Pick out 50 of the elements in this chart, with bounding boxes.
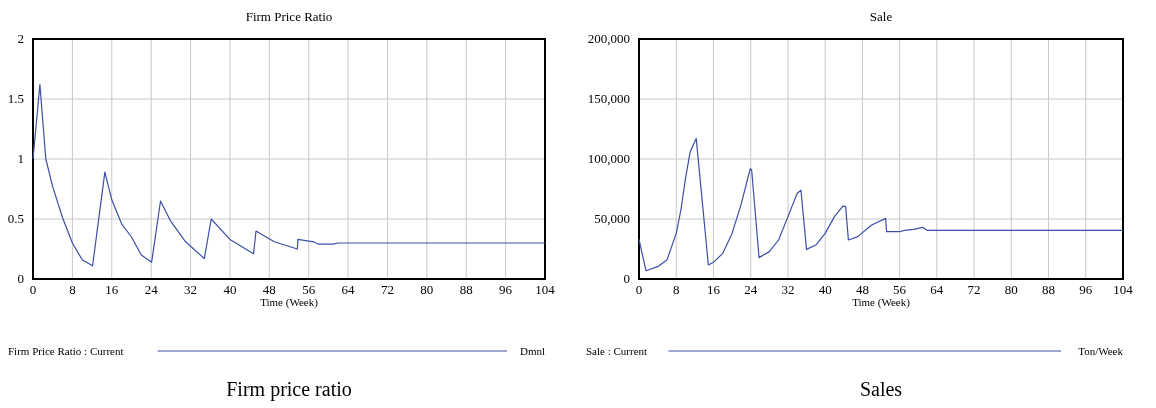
x-tick-label: 72: [380, 282, 394, 297]
text: Ton/Week: [1078, 345, 1124, 357]
x-tick-label: 88: [1042, 282, 1056, 297]
y-tick-label: 2: [17, 31, 24, 46]
x-tick-label: 48: [262, 282, 276, 297]
x-tick-label: 88: [459, 282, 473, 297]
x-tick-label: 64: [341, 282, 356, 297]
x-tick-label: 16: [706, 282, 721, 297]
x-axis-title: Time (Week): [852, 296, 911, 309]
x-tick-label: 56: [893, 282, 907, 297]
text: Dmnl: [519, 345, 545, 357]
y-tick-label: 200,000: [587, 31, 630, 46]
y-tick-label: 0: [623, 271, 630, 286]
text: Firm Price Ratio : Current: [8, 345, 124, 357]
y-tick-label: 100,000: [587, 151, 630, 166]
line-series: [638, 138, 1124, 272]
x-tick-label: 40: [223, 282, 237, 297]
y-tick-label: 0: [17, 271, 24, 286]
x-tick-label: 48: [855, 282, 869, 297]
x-tick-label: 72: [967, 282, 981, 297]
y-tick-label: 1.5: [7, 91, 24, 106]
x-tick-label: 0: [635, 282, 643, 297]
x-tick-label: 80: [420, 282, 434, 297]
y-tick-label: 50,000: [594, 211, 630, 226]
x-tick-label: 32: [781, 282, 795, 297]
text: Sale : Current: [586, 345, 648, 357]
x-tick-label: 24: [744, 282, 758, 297]
x-tick-label: 40: [818, 282, 832, 297]
x-tick-label: 0: [29, 282, 37, 297]
x-tick-label: 32: [184, 282, 198, 297]
line-series: [32, 84, 546, 267]
x-tick-label: 104: [535, 282, 556, 297]
text: Sales: [859, 378, 903, 400]
x-tick-label: 104: [1113, 282, 1134, 297]
x-axis-title: Time (Week): [260, 296, 319, 309]
y-tick-label: 1: [17, 151, 24, 166]
x-tick-label: 64: [930, 282, 944, 297]
x-tick-label: 56: [302, 282, 316, 297]
y-tick-label: 150,000: [587, 91, 630, 106]
x-tick-label: 8: [69, 282, 76, 297]
y-tick-label: 0.5: [7, 211, 24, 226]
text: Firm price ratio: [226, 378, 352, 401]
chart-title: Sale: [869, 9, 893, 24]
x-tick-label: 80: [1004, 282, 1018, 297]
x-tick-label: 96: [499, 282, 513, 297]
x-tick-label: 16: [105, 282, 119, 297]
chart-title: Firm Price Ratio: [245, 9, 333, 24]
x-tick-label: 8: [672, 282, 680, 297]
x-tick-label: 24: [144, 282, 159, 297]
x-tick-label: 96: [1079, 282, 1093, 297]
